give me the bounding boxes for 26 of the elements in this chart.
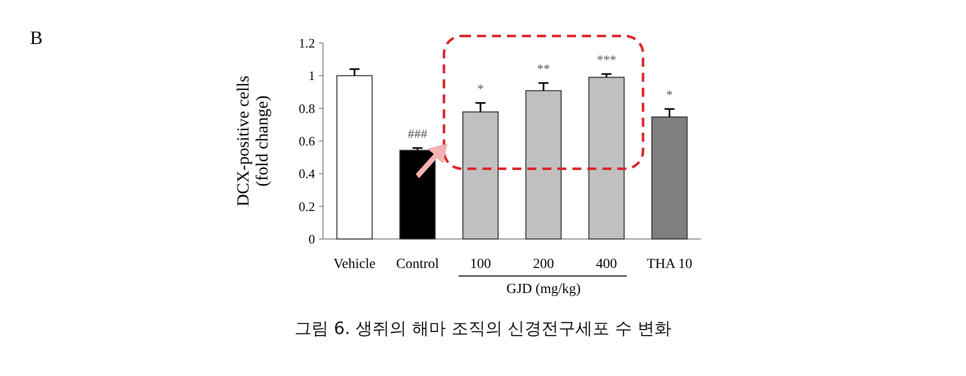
- y-tick-label: 0.8: [298, 100, 315, 116]
- x-tick-label: Control: [396, 257, 439, 272]
- caption: 그림 6. 생쥐의 해마 조직의 신경전구세포 수 변화: [294, 319, 672, 339]
- bar: [588, 76, 625, 240]
- y-axis-title: DCX-positive cells (fold change): [234, 76, 272, 206]
- text: B: [30, 28, 43, 49]
- y-tick-label: 0: [308, 232, 315, 246]
- y-tick-label: 0.4: [298, 166, 316, 182]
- x-tick-label: 400: [596, 257, 617, 272]
- annotation: **: [537, 61, 550, 76]
- x-tick-label: THA 10: [646, 257, 692, 272]
- x-tick-label: Vehicle: [334, 257, 376, 272]
- x-tick-label: 200: [533, 257, 554, 272]
- y-tick-label: 1: [308, 68, 315, 84]
- annotation: *: [477, 80, 484, 96]
- annotation: ###: [408, 126, 428, 142]
- annotation: *: [666, 86, 673, 102]
- x-tick-label: 100: [470, 257, 491, 272]
- bar: [525, 90, 562, 240]
- y-tick-label: 0.6: [298, 134, 316, 148]
- text: GJD (mg/kg): [506, 282, 581, 297]
- annotation: ***: [596, 52, 616, 68]
- bar: [336, 75, 373, 240]
- y-tick-label: 0.2: [298, 198, 315, 214]
- y-tick-label: 1.2: [298, 36, 315, 50]
- bar: [462, 111, 499, 240]
